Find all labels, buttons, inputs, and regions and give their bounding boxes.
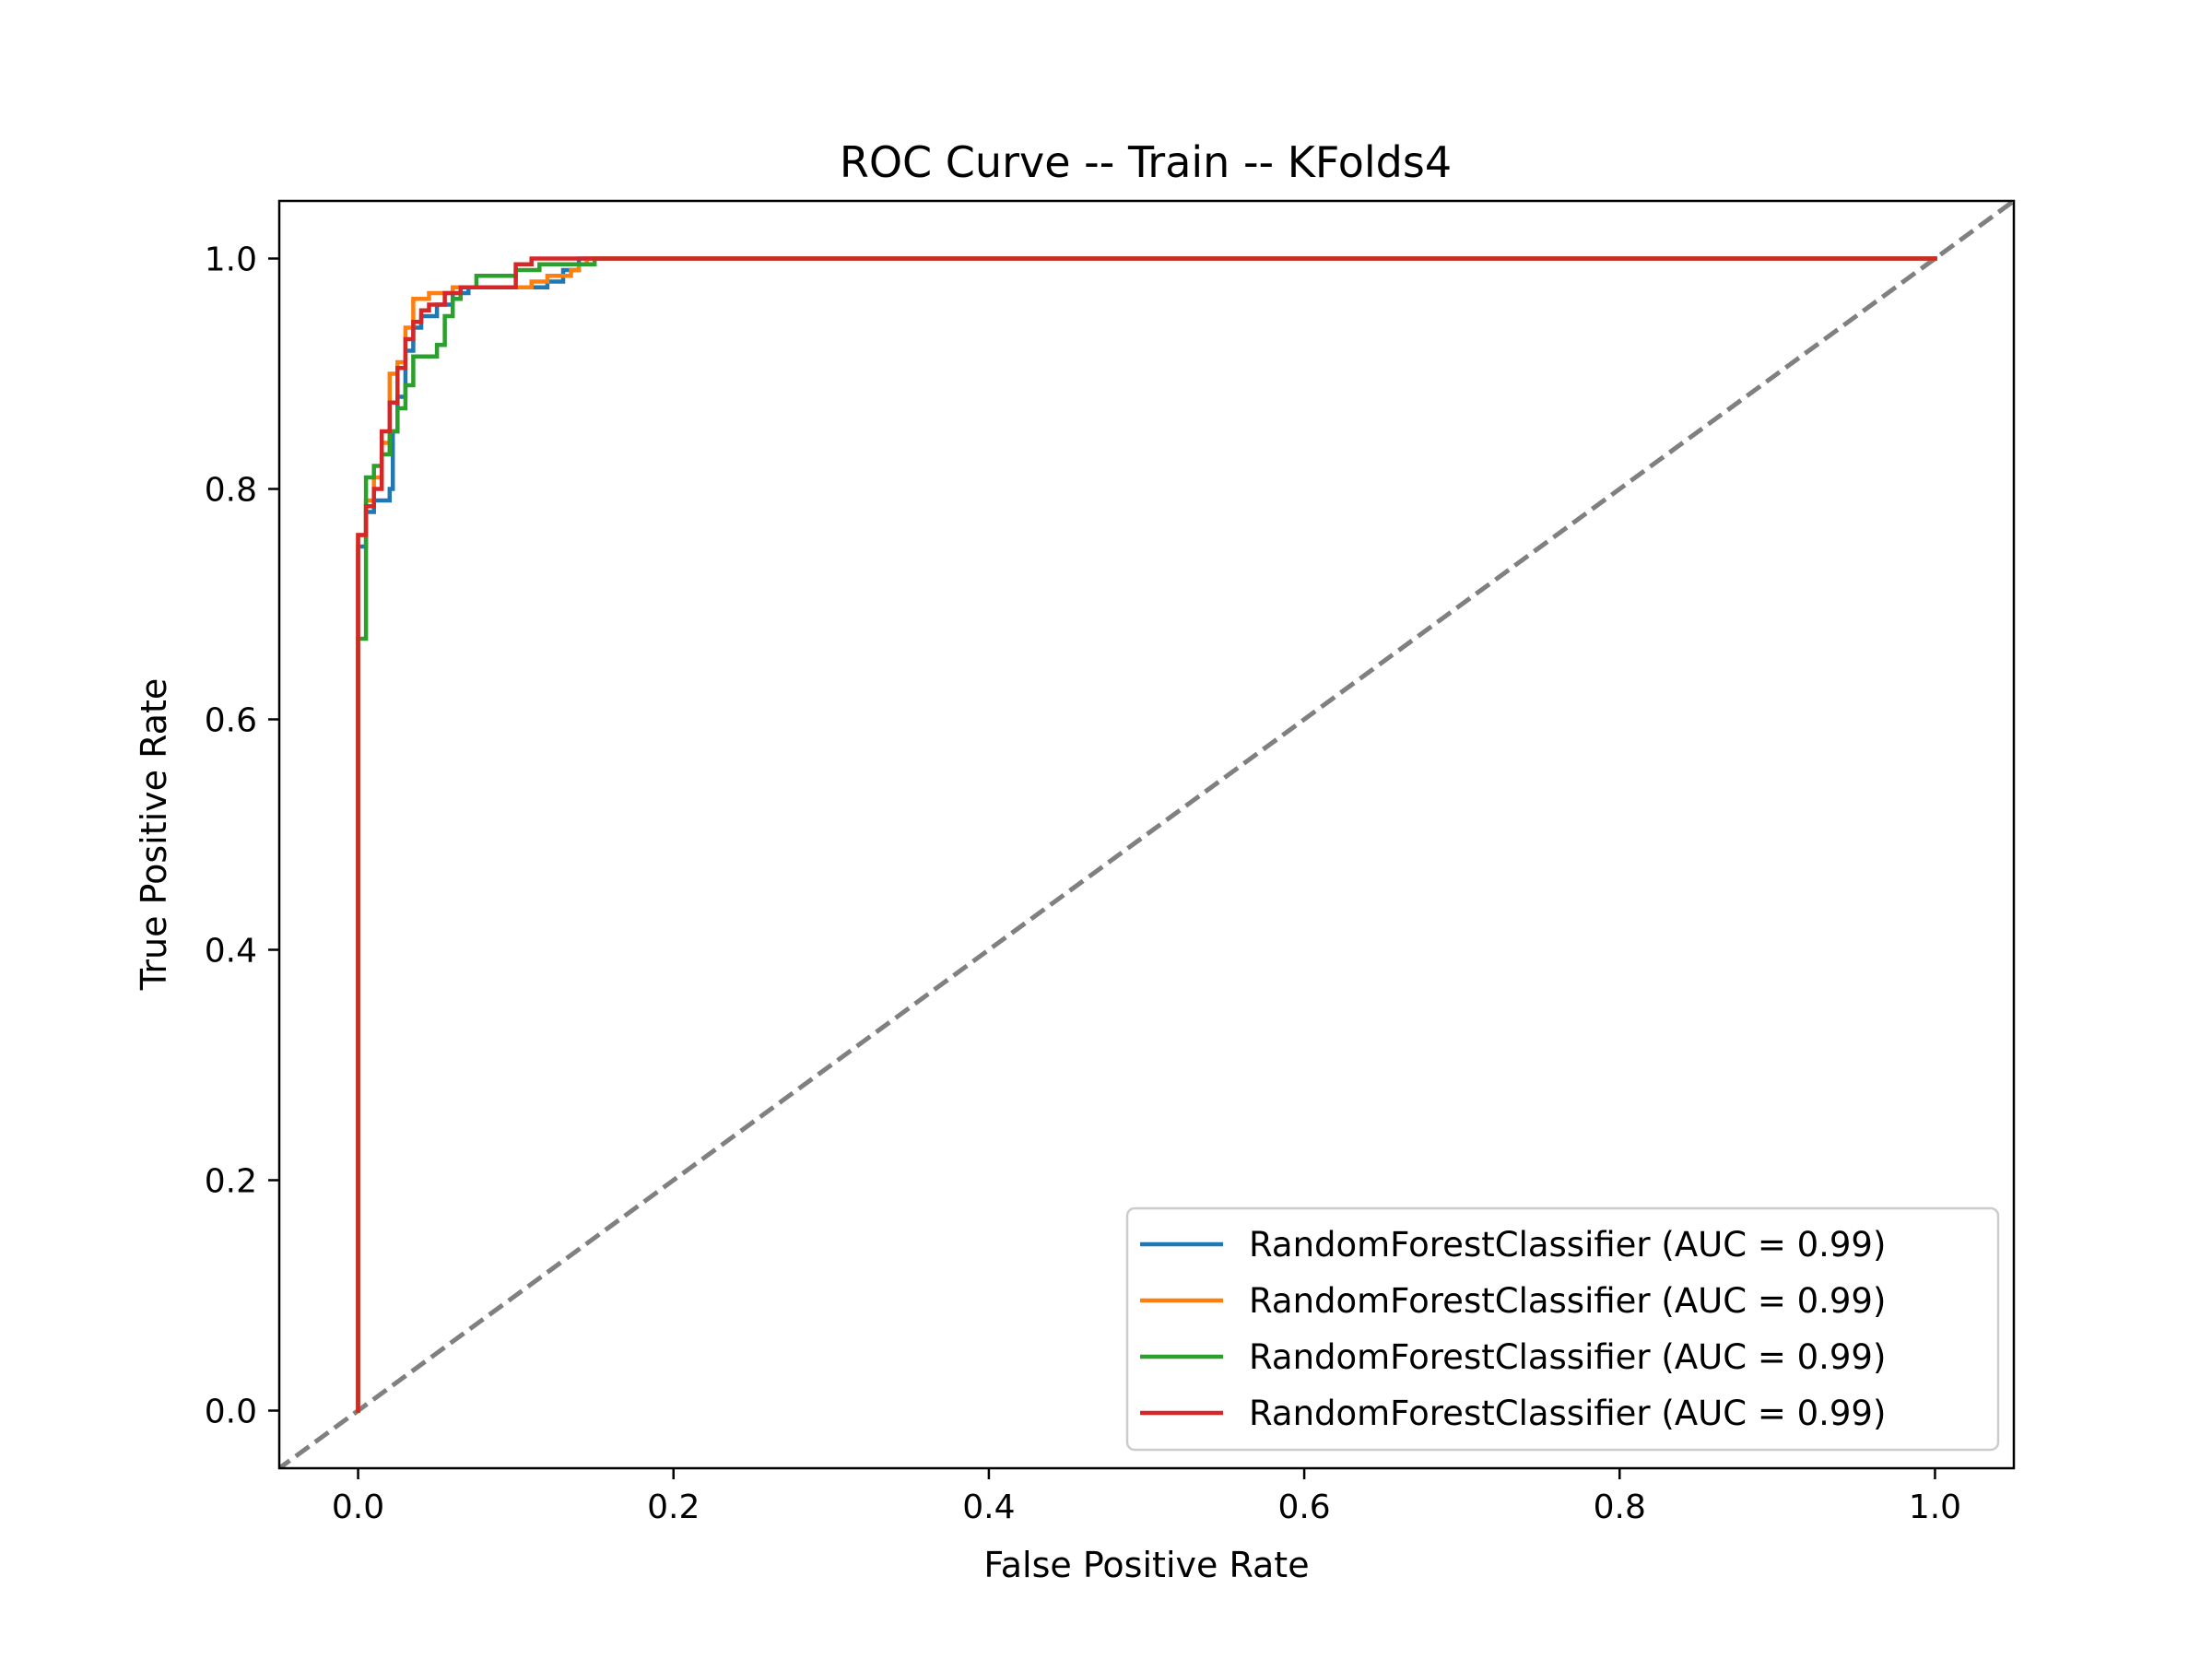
x-tick-label: 0.0 (332, 1488, 384, 1526)
x-axis-label: False Positive Rate (983, 1545, 1309, 1585)
y-tick-label: 0.8 (205, 472, 257, 510)
legend-label-2: RandomForestClassifier (AUC = 0.99) (1249, 1281, 1886, 1321)
y-tick-label: 0.6 (205, 702, 257, 740)
y-axis: 0.0 0.2 0.4 0.6 0.8 1.0 (205, 241, 279, 1431)
plot-area (277, 199, 2016, 1470)
series-layer (356, 256, 1937, 1413)
x-tick-label: 0.8 (1594, 1488, 1646, 1526)
x-tick-label: 1.0 (1909, 1488, 1961, 1526)
legend-entries: RandomForestClassifier (AUC = 0.99) Rando… (1140, 1225, 1886, 1433)
roc-series-line-4 (356, 256, 1937, 1413)
legend-label-3: RandomForestClassifier (AUC = 0.99) (1249, 1337, 1886, 1377)
y-tick-label: 0.2 (205, 1163, 257, 1201)
y-tick-label: 1.0 (205, 241, 257, 279)
x-tick-label: 0.4 (962, 1488, 1015, 1526)
chart-title: ROC Curve -- Train -- KFolds4 (840, 137, 1452, 187)
legend-box (1125, 1206, 2000, 1452)
y-tick-label: 0.4 (205, 933, 257, 971)
plot-frame (277, 199, 2016, 1470)
reference-diagonal-line (279, 201, 2014, 1468)
y-tick-label: 0.0 (205, 1394, 257, 1431)
reference-layer (279, 201, 2014, 1468)
legend-label-4: RandomForestClassifier (AUC = 0.99) (1249, 1394, 1886, 1433)
x-tick-label: 0.2 (647, 1488, 700, 1526)
x-tick-label: 0.6 (1277, 1488, 1330, 1526)
legend-label-1: RandomForestClassifier (AUC = 0.99) (1249, 1225, 1886, 1265)
legend: RandomForestClassifier (AUC = 0.99) Rando… (1125, 1206, 2000, 1452)
x-axis: 0.0 0.2 0.4 0.6 0.8 1.0 (332, 1468, 1961, 1526)
y-axis-label: True Positive Rate (134, 678, 174, 992)
